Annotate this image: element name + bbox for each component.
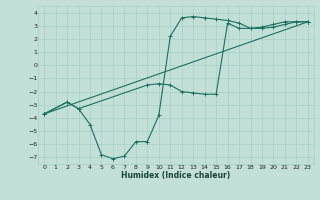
- X-axis label: Humidex (Indice chaleur): Humidex (Indice chaleur): [121, 171, 231, 180]
